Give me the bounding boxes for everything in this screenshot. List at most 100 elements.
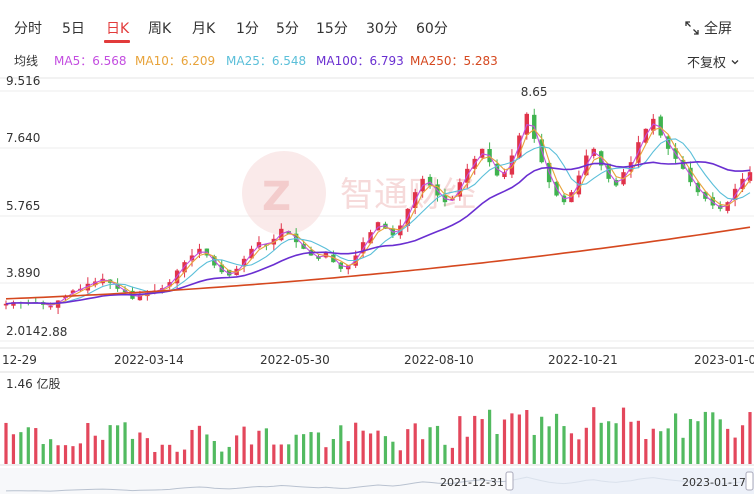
volume-bar xyxy=(376,430,380,464)
ma-legend-item: MA25：6.548 xyxy=(226,54,307,68)
ma-line-ma10 xyxy=(5,127,751,305)
y-tick-label: 7.640 xyxy=(6,131,40,145)
volume-bar xyxy=(428,427,432,464)
volume-bar xyxy=(450,447,454,464)
tab-4[interactable]: 周K xyxy=(148,21,172,37)
candle-body xyxy=(11,302,16,306)
volume-bar xyxy=(339,425,343,464)
candle-body xyxy=(383,223,388,229)
candle-body xyxy=(48,306,53,308)
volume-bar xyxy=(346,441,350,464)
volume-bar xyxy=(726,428,730,464)
volume-bar xyxy=(413,423,417,464)
volume-bar xyxy=(302,434,306,464)
volume-bar xyxy=(659,431,663,464)
adjust-select[interactable]: 不复权 xyxy=(687,52,740,71)
ma-line-ma100 xyxy=(5,160,751,305)
chevron-down-icon xyxy=(731,59,739,64)
volume-bar xyxy=(324,447,328,464)
tab-2[interactable]: 5日 xyxy=(62,21,85,37)
volume-bar xyxy=(547,426,551,464)
candle-body xyxy=(502,172,507,178)
volume-bar xyxy=(212,440,216,464)
min-price-label: 2.88 xyxy=(41,325,68,339)
navigator-window xyxy=(510,468,754,494)
volume-bar xyxy=(108,425,112,464)
tab-7[interactable]: 5分 xyxy=(276,21,299,37)
volume-bar xyxy=(599,422,603,464)
active-tab-indicator xyxy=(104,40,130,43)
volume-bar xyxy=(488,409,492,464)
volume-bar xyxy=(160,444,164,464)
tab-8[interactable]: 15分 xyxy=(316,21,348,37)
volume-bar xyxy=(666,428,670,464)
tab-3[interactable]: 日K xyxy=(106,21,130,37)
volume-bar xyxy=(242,426,246,464)
volume-bar xyxy=(101,439,105,464)
volume-bar xyxy=(607,421,611,464)
candle-body xyxy=(747,172,753,181)
volume-bar xyxy=(26,427,30,464)
volume-bar xyxy=(361,430,365,464)
navigator-left-handle xyxy=(505,471,514,491)
volume-bar xyxy=(540,416,544,464)
volume-bar xyxy=(294,434,298,464)
tab-9[interactable]: 30分 xyxy=(366,21,398,37)
x-tick-label: 2022-05-30 xyxy=(260,353,330,367)
volume-bar xyxy=(554,413,559,464)
ma-legend-title: 均线 xyxy=(14,54,39,68)
volume-bar xyxy=(569,433,574,464)
volume-bar xyxy=(279,444,283,464)
volume-bar xyxy=(235,435,239,464)
volume-bar xyxy=(130,438,135,464)
volume-bar xyxy=(443,444,447,464)
candle-body xyxy=(375,222,381,231)
ma-line-ma5 xyxy=(5,123,751,307)
volume-bar xyxy=(19,432,23,464)
volume-bar xyxy=(681,437,685,464)
y-tick-label: 2.014 xyxy=(6,324,40,338)
volume-bar xyxy=(733,437,737,464)
navigator-end-label: 2023-01-17 xyxy=(682,476,746,489)
volume-bar xyxy=(145,438,149,464)
volume-bar xyxy=(56,445,60,464)
candle-body xyxy=(331,254,336,263)
volume-bar xyxy=(502,419,507,464)
y-tick-label: 5.765 xyxy=(6,199,40,213)
volume-bar xyxy=(368,433,373,464)
volume-bar xyxy=(421,439,425,464)
volume-bar xyxy=(264,428,268,464)
watermark-logo-mark: Z xyxy=(262,174,291,220)
fullscreen-button[interactable]: 全屏 xyxy=(685,18,732,38)
candle-body xyxy=(115,284,120,289)
volume-bar xyxy=(11,434,16,464)
candle-body xyxy=(725,202,730,211)
volume-bar xyxy=(748,412,752,464)
tab-1[interactable]: 分时 xyxy=(14,21,42,37)
tab-6[interactable]: 1分 xyxy=(236,21,259,37)
volume-bar xyxy=(688,419,693,464)
candle-body xyxy=(494,163,500,176)
ma-line-ma250 xyxy=(5,226,751,300)
candle-body xyxy=(286,231,291,234)
fullscreen-label: 全屏 xyxy=(704,21,732,37)
volume-bar xyxy=(711,412,715,464)
volume-bar xyxy=(63,445,68,464)
volume-bars xyxy=(4,407,752,464)
x-tick-label: 12-29 xyxy=(2,353,37,367)
volume-bar xyxy=(621,407,626,464)
expand-icon xyxy=(685,21,699,35)
candle-body xyxy=(710,197,715,206)
navigator-right-handle xyxy=(745,471,754,491)
volume-bar xyxy=(480,419,484,464)
volume-bar xyxy=(34,428,38,464)
tab-5[interactable]: 月K xyxy=(192,21,216,37)
volume-bar xyxy=(138,432,142,464)
candle-body xyxy=(70,290,76,294)
volume-bar xyxy=(309,432,313,464)
x-tick-label: 2022-03-14 xyxy=(114,353,184,367)
volume-bar xyxy=(525,410,529,464)
tab-10[interactable]: 60分 xyxy=(416,21,448,37)
kline-chart-area[interactable]: 9.516 7.640 5.765 3.890 2.014 Z 智通财经 8.65 2.88 12… xyxy=(0,74,754,500)
